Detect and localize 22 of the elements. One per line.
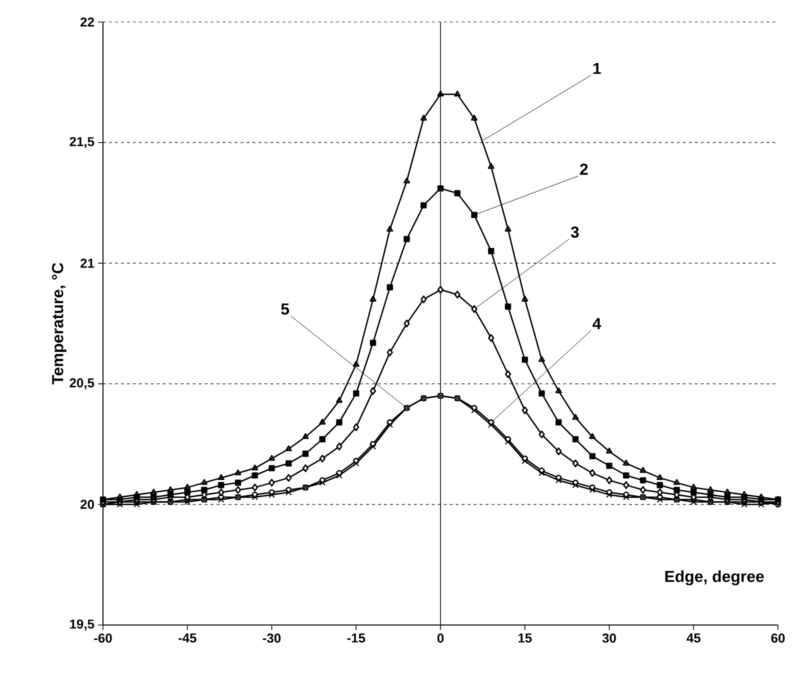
x-tick-label: -45 — [178, 634, 196, 643]
x-tick-label: -15 — [347, 634, 366, 643]
x-tick-label: 60 — [771, 634, 785, 643]
y-axis-title: Temperature, °C — [52, 262, 66, 384]
annotation: 5 — [281, 304, 290, 315]
x-tick-label: 15 — [518, 634, 532, 643]
x-tick-label: 30 — [602, 634, 616, 643]
x-tick-label: -30 — [262, 634, 281, 643]
y-tick-label: 20,5 — [70, 378, 94, 390]
y-tick-label: 21,5 — [70, 137, 94, 148]
y-tick-label: 21 — [80, 258, 94, 268]
annotation: 4 — [592, 318, 602, 330]
annotation: 1 — [594, 62, 601, 74]
annotation: 3 — [570, 226, 579, 238]
x-tick-label: -60 — [94, 634, 112, 643]
x-axis-title: Edge, degree — [665, 570, 764, 586]
y-tick-label: 20 — [80, 500, 94, 509]
y-tick-label: 19,5 — [70, 619, 94, 631]
x-tick-label: 0 — [437, 634, 444, 643]
y-tick-label: 22 — [80, 17, 94, 27]
x-tick-label: 45 — [686, 634, 700, 643]
annotation: 2 — [580, 164, 588, 175]
